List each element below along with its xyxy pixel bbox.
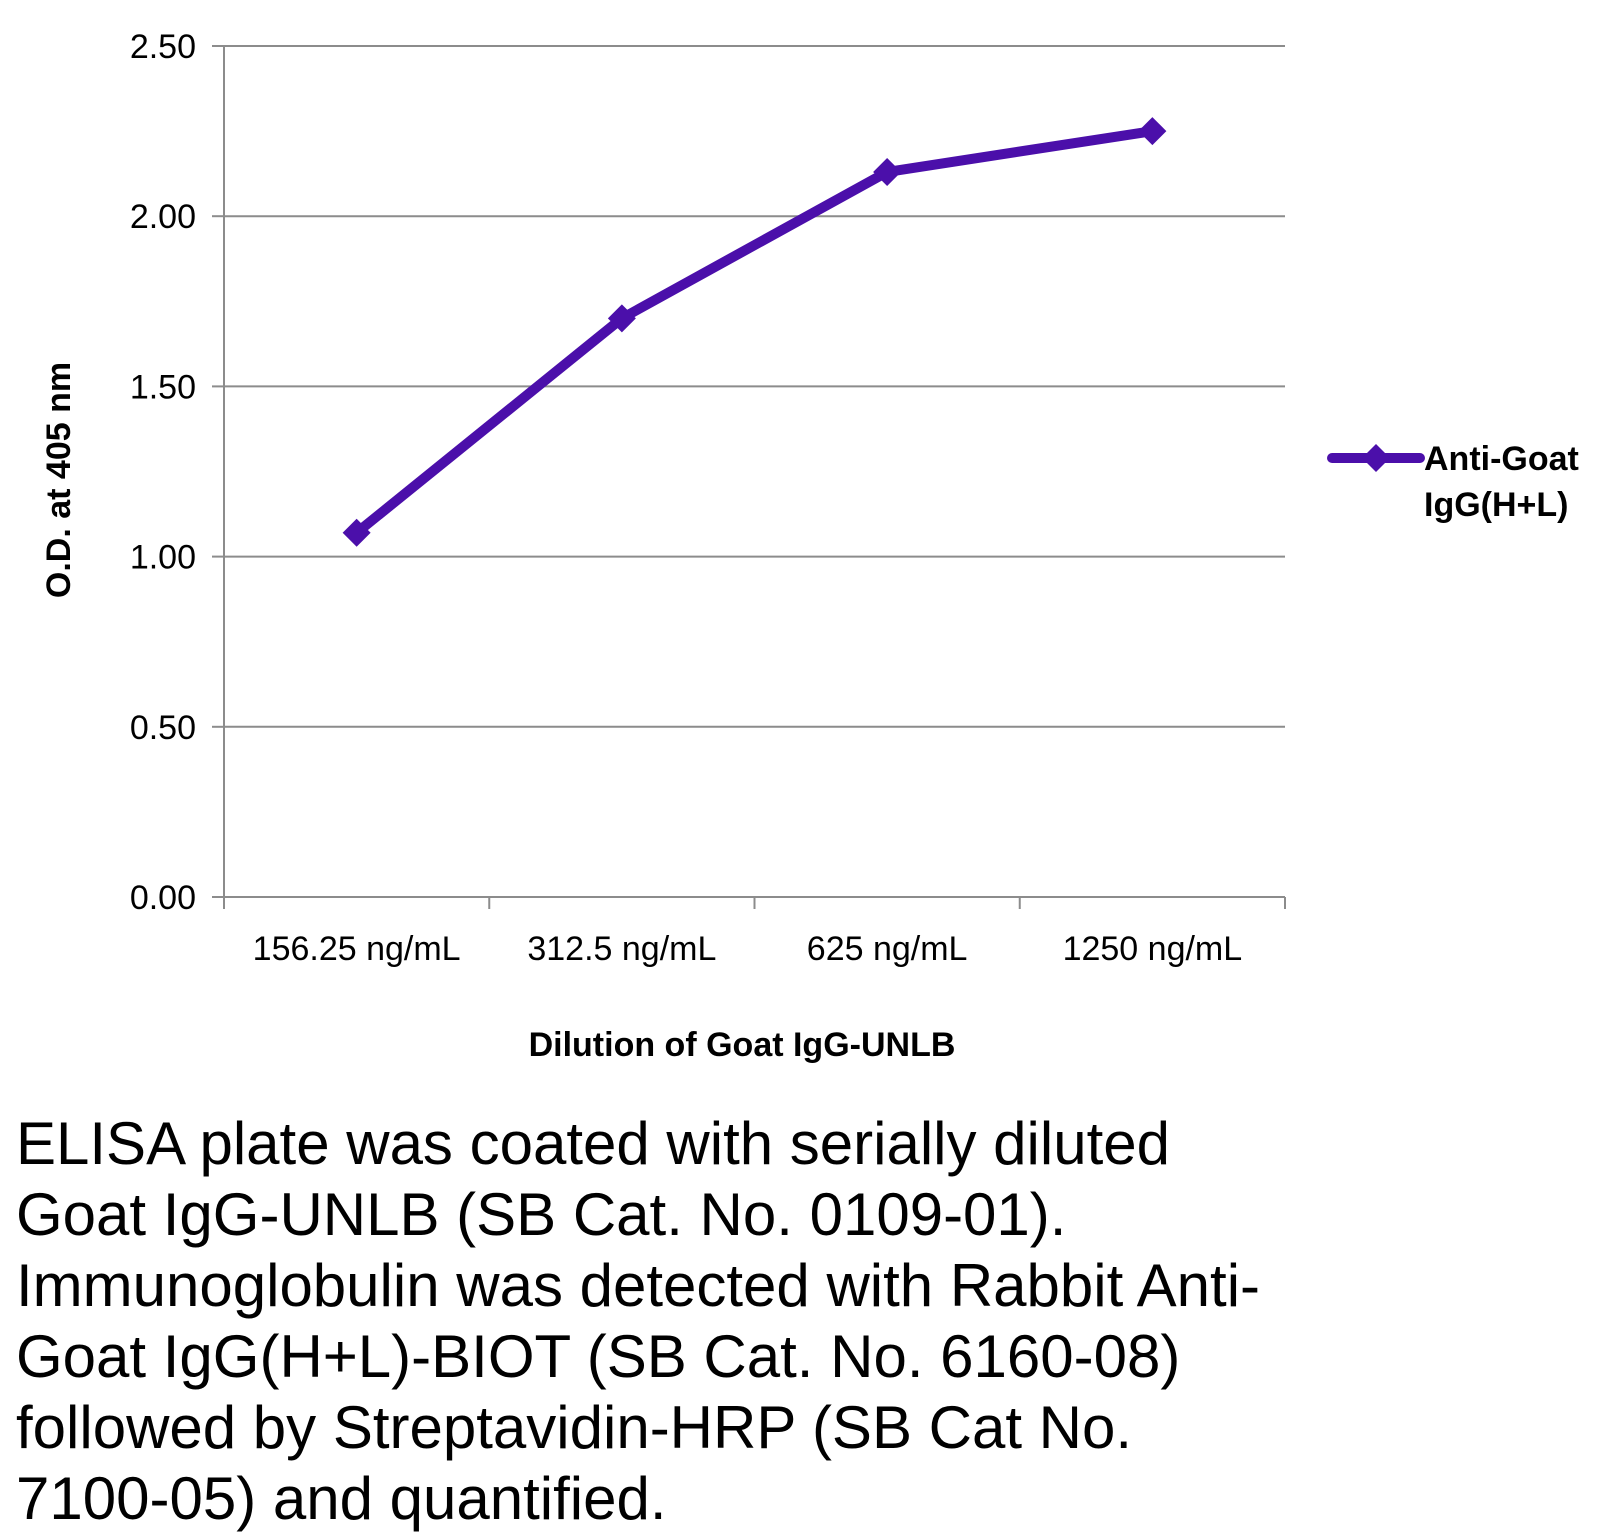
y-tick-label: 1.00 bbox=[130, 539, 196, 577]
y-tick-label: 2.00 bbox=[130, 198, 196, 236]
axes bbox=[212, 45, 1286, 909]
legend-diamond-marker bbox=[1362, 444, 1390, 472]
y-tick-labels: 0.00 0.50 1.00 1.50 2.00 2.50 bbox=[130, 28, 196, 917]
figure-caption: ELISA plate was coated with serially dil… bbox=[16, 1110, 1261, 1532]
x-tick-labels: 156.25 ng/mL 312.5 ng/mL 625 ng/mL 1250 ng/… bbox=[253, 930, 1243, 968]
series-line bbox=[351, 126, 1158, 538]
series-group bbox=[342, 117, 1167, 547]
legend-label-line-2: IgG(H+L) bbox=[1424, 486, 1568, 524]
gridlines bbox=[224, 45, 1285, 728]
data-point-diamond bbox=[1138, 117, 1167, 146]
legend: Anti-Goat IgG(H+L) bbox=[1327, 440, 1579, 524]
x-axis-title: Dilution of Goat IgG-UNLB bbox=[529, 1026, 956, 1064]
data-point-diamond bbox=[342, 518, 371, 547]
x-tick-label: 312.5 ng/mL bbox=[527, 930, 716, 968]
line-chart: 0.00 0.50 1.00 1.50 2.00 2.50 156.25 ng/mL 312… bbox=[40, 28, 1579, 1064]
y-tick-label: 2.50 bbox=[130, 28, 196, 66]
data-point-diamond bbox=[873, 157, 902, 186]
y-axis-title: O.D. at 405 nm bbox=[40, 362, 78, 598]
x-tick-label: 1250 ng/mL bbox=[1063, 930, 1243, 968]
data-point-diamond bbox=[607, 304, 636, 333]
y-tick-label: 0.00 bbox=[130, 879, 196, 917]
x-tick-label: 625 ng/mL bbox=[807, 930, 968, 968]
x-tick-label: 156.25 ng/mL bbox=[253, 930, 461, 968]
y-tick-label: 1.50 bbox=[130, 368, 196, 406]
y-tick-label: 0.50 bbox=[130, 709, 196, 747]
legend-label-line-1: Anti-Goat bbox=[1424, 440, 1579, 478]
